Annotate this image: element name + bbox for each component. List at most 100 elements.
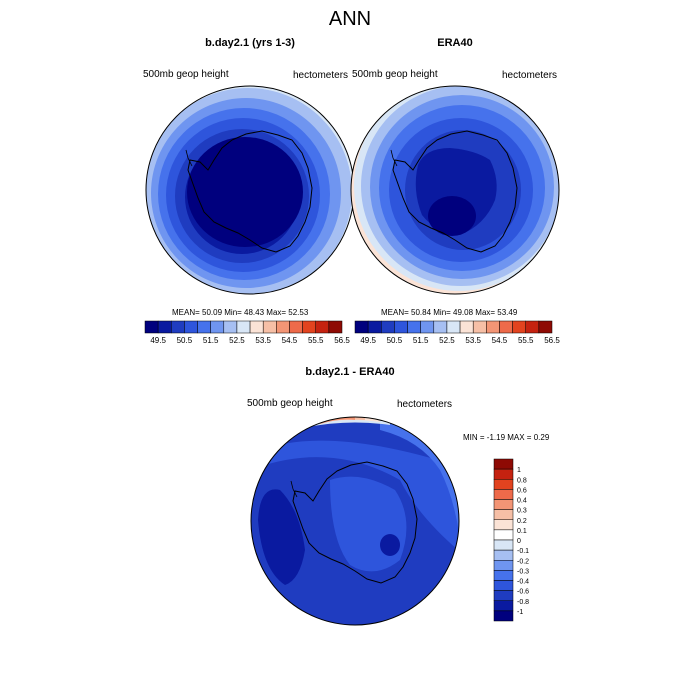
panel3-colorbar-tick-label: -0.3 [517,568,529,575]
panel1-units-label: hectometers [293,70,349,81]
panel1-stats: MEAN= 50.09 Min= 48.43 Max= 52.53 [172,308,309,317]
panel2-colorbar-tick-label: 52.5 [439,336,455,345]
panel3-colorbar-swatch [493,509,514,520]
panel3-colorbar-swatch [493,458,514,470]
panel3-colorbar-tick-label: 0.8 [517,477,527,484]
panel3-colorbar-tick-label: -0.8 [517,599,529,606]
panel3-colorbar-tick-label: -0.6 [517,589,529,596]
panel2-colorbar-swatch [420,320,435,334]
panel1-colorbar-tick-label: 52.5 [229,336,245,345]
panel3-colorbar-swatch [493,529,514,541]
panel1-colorbar-swatch [289,320,303,334]
panel3-colorbar-swatch [493,489,514,500]
panel3-colorbar: 1 0.8 0.6 0.4 0.3 0.2 0.1 0 -0.1 -0.2 -0.3 -0.4 -0.6… [493,458,529,622]
panel2-colorbar-tick-label: 53.5 [465,336,481,345]
panel1-colorbar-swatch [262,320,277,334]
panel2-colorbar-tick-label: 49.5 [360,336,376,345]
panel2-colorbar-swatch [525,320,540,334]
panel1-colorbar-swatch [249,320,264,334]
panel3-colorbar-swatch [493,519,514,531]
panel1-colorbar: 49.5 50.5 51.5 52.5 53.5 54.5 55.5 56.5 [144,320,350,345]
panel3-colorbar-tick-label: -1 [517,609,523,616]
panel1-colorbar-swatch [328,320,343,334]
panel3-colorbar-tick-label: 0.3 [517,508,527,515]
panel2-colorbar-swatch [446,320,461,334]
panel2-variable-label: 500mb geop height [352,69,438,80]
panel3-colorbar-swatch [493,560,514,571]
panel3-colorbar-tick-label: 0.4 [517,498,527,505]
panel3-stats: MIN = -1.19 MAX = 0.29 [463,433,550,442]
panel2-colorbar-swatch [381,320,395,334]
panel2-colorbar-tick-label: 56.5 [544,336,560,345]
panel1-colorbar-tick-label: 55.5 [308,336,324,345]
panel1-colorbar-swatch [171,320,185,334]
panel3-colorbar-tick-label: -0.2 [517,558,529,565]
panel1-colorbar-swatch [276,320,290,334]
panel1-colorbar-tick-label: 51.5 [203,336,219,345]
panel1-map [145,85,355,295]
panel3-colorbar-swatch [493,549,514,561]
panel3-colorbar-swatch [493,580,514,591]
panel2-colorbar-swatch [499,320,513,334]
panel1-colorbar-swatch [315,320,330,334]
panel1-colorbar-swatch [197,320,211,334]
panel3-colorbar-tick-label: 0 [517,538,521,545]
panel2-colorbar-tick-label: 55.5 [518,336,534,345]
panel2-colorbar-swatch [367,320,382,334]
panel2-colorbar-swatch [433,320,448,334]
panel2-stats: MEAN= 50.84 Min= 49.08 Max= 53.49 [381,308,518,317]
panel3-colorbar-swatch [493,499,514,510]
panel3-colorbar-tick-label: -0.1 [517,548,529,555]
panel3-units-label: hectometers [397,399,453,410]
panel1-title: b.day2.1 (yrs 1-3) [205,37,295,49]
panel2-colorbar-swatch [512,320,526,334]
panel1-colorbar-swatch [144,320,159,334]
panel1-colorbar-tick-label: 56.5 [334,336,350,345]
panel2-colorbar-swatch [472,320,487,334]
panel1-colorbar-swatch [236,320,251,334]
panel3-colorbar-tick-label: 1 [517,467,521,474]
panel2-colorbar-swatch [354,320,369,334]
panel2-map [350,85,560,295]
panel3-map [250,416,460,626]
panel3-colorbar-tick-label: 0.6 [517,487,527,494]
panel1-coastline [187,130,313,253]
panel2-colorbar-swatch [407,320,421,334]
panel3-colorbar-swatch [493,570,514,581]
panel1-colorbar-swatch [210,320,225,334]
panel3-colorbar-swatch [493,479,514,490]
panel1-colorbar-swatch [184,320,198,334]
panel3-colorbar-tick-label: 0.1 [517,528,527,535]
panel1-colorbar-swatch [157,320,172,334]
panel3-colorbar-tick-label: 0.2 [517,518,527,525]
panel1-colorbar-tick-label: 53.5 [255,336,271,345]
panel2-colorbar-swatch [538,320,553,334]
panel1-colorbar-tick-label: 54.5 [282,336,298,345]
panel3-colorbar-swatch [493,610,514,622]
panel1-variable-label: 500mb geop height [143,69,229,80]
figure-title: ANN [328,8,372,30]
panel2-colorbar-tick-label: 50.5 [387,336,403,345]
panel3-variable-label: 500mb geop height [247,398,333,409]
panel3-colorbar-swatch [493,600,514,612]
panel3-title: b.day2.1 - ERA40 [305,366,395,378]
panel2-colorbar-swatch [394,320,408,334]
panel2-colorbar: 49.5 50.5 51.5 52.5 53.5 54.5 55.5 56.5 [354,320,560,345]
panel2-units-label: hectometers [502,70,558,81]
panel3-colorbar-swatch [493,539,514,551]
panel2-colorbar-tick-label: 54.5 [492,336,508,345]
panel1-colorbar-tick-label: 50.5 [177,336,193,345]
panel2-colorbar-swatch [486,320,500,334]
panel1-colorbar-swatch [223,320,238,334]
panel1-colorbar-swatch [302,320,316,334]
panel2-colorbar-swatch [459,320,474,334]
panel3-colorbar-swatch [493,590,514,601]
panel3-colorbar-swatch [493,468,514,480]
panel2-title: ERA40 [437,37,473,49]
panel1-colorbar-tick-label: 49.5 [150,336,166,345]
panel3-coastline [292,461,418,584]
panel3-colorbar-tick-label: -0.4 [517,579,529,586]
panel2-colorbar-tick-label: 51.5 [413,336,429,345]
panel2-coastline [392,130,518,253]
